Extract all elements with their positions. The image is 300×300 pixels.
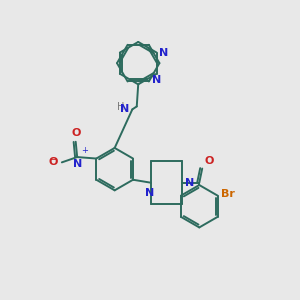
Text: N: N (73, 158, 82, 169)
Text: N: N (120, 104, 129, 114)
Text: N: N (152, 75, 161, 85)
Text: N: N (159, 47, 168, 58)
Text: +: + (82, 146, 88, 155)
Text: H: H (117, 102, 124, 112)
Text: −: − (49, 155, 57, 165)
Text: O: O (49, 158, 58, 167)
Text: N: N (145, 188, 154, 198)
Text: O: O (71, 128, 80, 138)
Text: Br: Br (220, 189, 235, 199)
Text: N: N (185, 178, 194, 188)
Text: O: O (205, 156, 214, 166)
